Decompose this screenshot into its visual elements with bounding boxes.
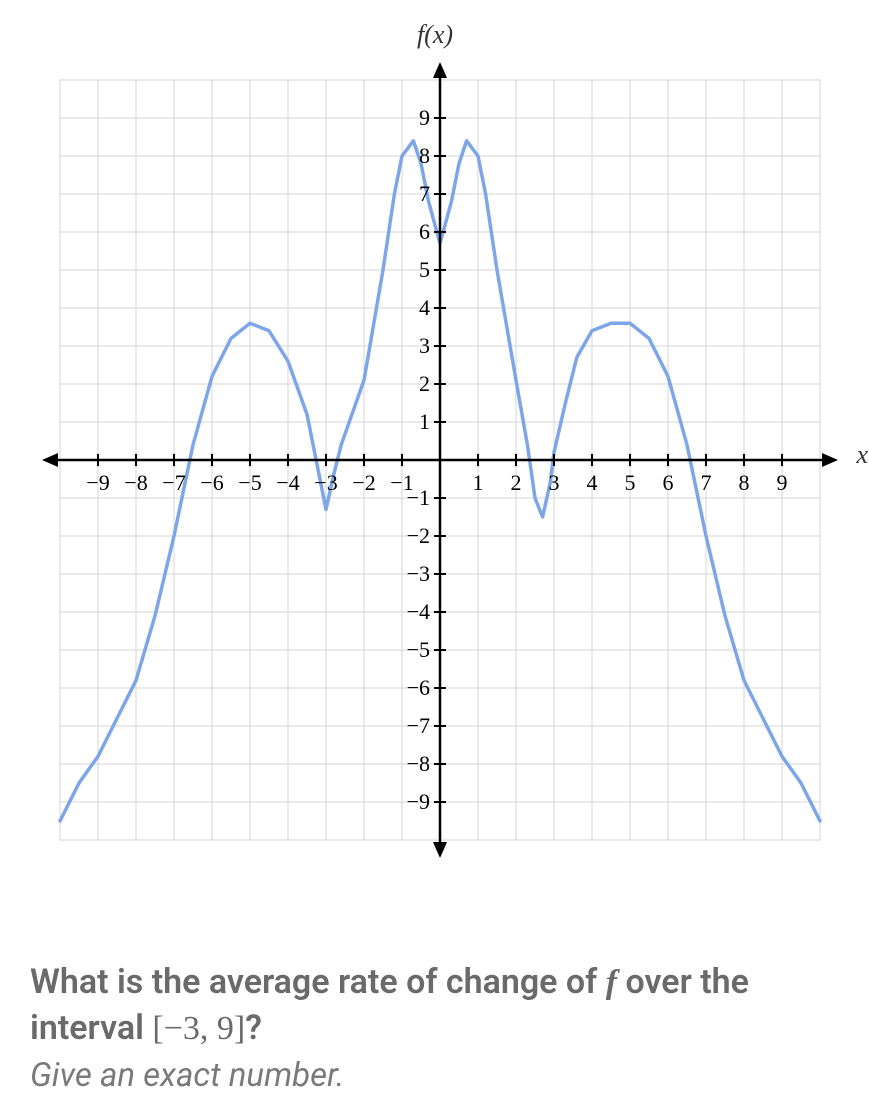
svg-text:8: 8 [419,143,430,168]
svg-text:−3: −3 [314,470,337,495]
svg-text:−3: −3 [407,561,430,586]
svg-text:5: 5 [625,470,636,495]
svg-text:4: 4 [587,470,598,495]
svg-text:−2: −2 [352,470,375,495]
svg-text:6: 6 [663,470,674,495]
question-hint: Give an exact number. [30,1056,839,1095]
svg-text:2: 2 [511,470,522,495]
svg-text:−6: −6 [407,675,430,700]
question-post: ? [245,1008,262,1048]
svg-text:−5: −5 [407,637,430,662]
svg-text:4: 4 [419,295,430,320]
svg-text:5: 5 [419,257,430,282]
svg-text:3: 3 [419,333,430,358]
svg-text:−2: −2 [407,523,430,548]
svg-text:1: 1 [473,470,484,495]
svg-text:−5: −5 [238,470,261,495]
svg-text:−6: −6 [200,470,223,495]
x-axis-label: x [856,440,868,470]
svg-text:2: 2 [419,371,430,396]
svg-text:−8: −8 [407,751,430,776]
question-pre: What is the average rate of change of [30,962,606,1002]
svg-text:−4: −4 [276,470,299,495]
svg-text:−9: −9 [86,470,109,495]
function-graph: f(x) x −9−8−7−6−5−4−3−2−1123456789−9−8−7… [30,20,840,890]
svg-text:−7: −7 [407,713,430,738]
svg-text:9: 9 [419,105,430,130]
question-interval: [−3, 9] [152,1010,245,1047]
svg-text:3: 3 [549,470,560,495]
svg-text:1: 1 [419,409,430,434]
svg-text:−7: −7 [162,470,185,495]
svg-text:−9: −9 [407,789,430,814]
svg-text:−1: −1 [407,485,430,510]
question-text: What is the average rate of change of f … [30,960,839,1052]
svg-text:−8: −8 [124,470,147,495]
svg-text:−4: −4 [407,599,430,624]
chart-svg: −9−8−7−6−5−4−3−2−1123456789−9−8−7−6−5−4−… [30,20,840,890]
svg-text:7: 7 [701,470,712,495]
y-axis-label: f(x) [417,20,453,50]
question-func: f [606,964,617,1001]
svg-text:7: 7 [419,181,430,206]
svg-text:9: 9 [777,470,788,495]
svg-text:6: 6 [419,219,430,244]
svg-text:8: 8 [739,470,750,495]
